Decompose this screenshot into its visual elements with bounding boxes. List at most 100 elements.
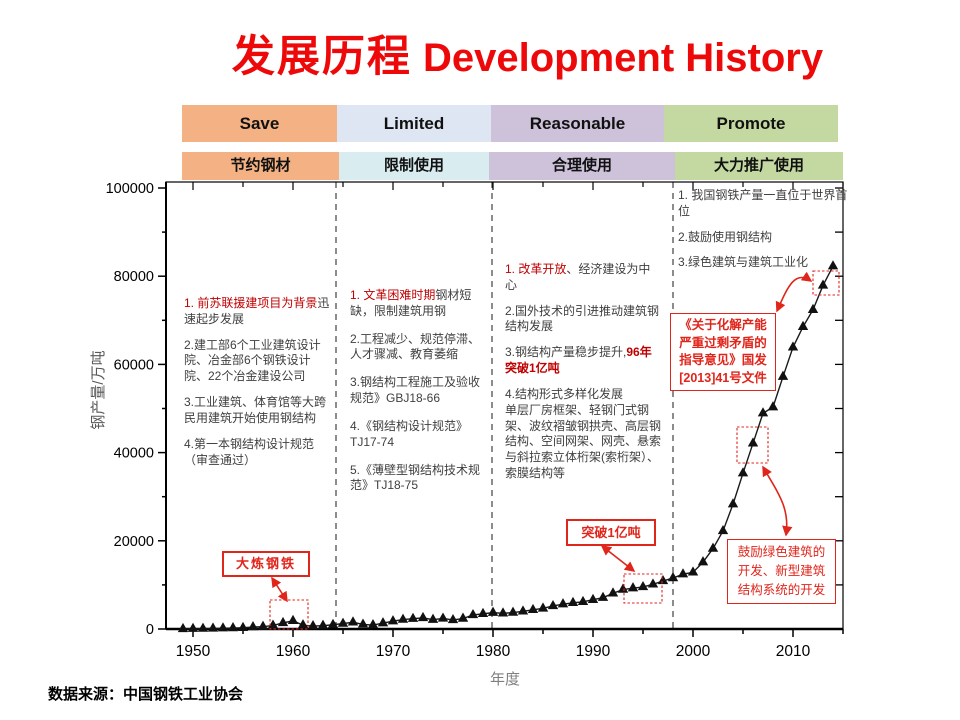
phase-reasonable-zh: 合理使用: [489, 152, 675, 180]
data-point-triangle: [227, 622, 239, 632]
period-annotation-item: 2.建工部6个工业建筑设计院、冶金部6个钢铁设计院、22个冶金建设公司: [184, 337, 321, 384]
data-point-triangle: [427, 613, 439, 623]
data-point-triangle: [277, 616, 289, 627]
data-point-triangle: [587, 593, 599, 603]
period-annotation-item: 5.《薄壁型钢结构技术规范》TJ18-75: [350, 462, 481, 493]
title-english: Development History: [411, 36, 824, 80]
period-annotation-item: 4.第一本钢结构设计规范（审查通过）: [184, 436, 315, 467]
data-point-triangle: [517, 605, 529, 615]
period-annotation-item: 3.绿色建筑与建筑工业化: [678, 255, 809, 270]
data-point-triangle: [607, 587, 619, 597]
data-point-triangle: [717, 524, 729, 535]
x-tick-label: 1990: [576, 643, 611, 660]
data-point-triangle: [727, 498, 739, 508]
data-point-triangle: [367, 619, 379, 629]
x-tick-label: 1980: [476, 643, 511, 660]
data-point-triangle: [657, 574, 669, 585]
data-point-triangle: [447, 613, 459, 624]
data-point-triangle: [417, 611, 429, 622]
data-point-triangle: [617, 583, 629, 593]
data-point-triangle: [287, 614, 299, 624]
data-point-triangle: [317, 619, 329, 629]
data-point-triangle: [677, 568, 689, 578]
period-annotation-item: 2.鼓励使用钢结构: [678, 229, 773, 244]
data-point-triangle: [737, 467, 749, 477]
period-annotation-item: 3.钢结构产量稳步提升,96年突破1亿吨: [505, 345, 652, 376]
annotations-promote-period: 1. 我国钢铁产量一直位于世界首位 2.鼓励使用钢结构 3.绿色建筑与建筑工业化: [678, 188, 850, 281]
period-annotation-item: 1. 前苏联援建项目为背景迅速起步发展: [184, 296, 330, 326]
highlight-box-2006-green-building: [736, 426, 769, 464]
data-point-triangle: [827, 260, 839, 270]
data-point-triangle: [597, 591, 609, 601]
y-tick-label: 40000: [114, 446, 154, 462]
data-point-triangle: [777, 370, 789, 380]
data-point-triangle: [457, 612, 469, 622]
data-point-triangle: [757, 407, 769, 417]
data-point-triangle: [187, 622, 199, 632]
period-annotation-item: 3.钢结构工程施工及验收规范》GBJ18-66: [350, 375, 481, 406]
data-point-triangle: [667, 572, 679, 582]
data-point-triangle: [647, 578, 659, 588]
data-point-triangle: [377, 617, 389, 627]
data-point-triangle: [507, 606, 519, 616]
data-point-triangle: [347, 616, 359, 626]
data-point-triangle: [497, 607, 509, 617]
data-point-triangle: [577, 595, 589, 606]
data-point-triangle: [357, 618, 369, 628]
period-annotation-item: 2.工程减少、规范停滞、人才骤减、教育萎缩: [350, 331, 481, 362]
data-point-triangle: [707, 542, 719, 552]
data-point-triangle: [637, 580, 649, 591]
phase-promote-zh: 大力推广使用: [675, 152, 843, 180]
phase-limited-zh: 限制使用: [339, 152, 489, 180]
x-tick-label: 2000: [676, 643, 711, 660]
period-annotation-item: 4.《钢结构设计规范》TJ17-74: [350, 418, 469, 449]
highlight-box-1958-steelmaking: [269, 599, 309, 630]
arrow-steelmaking: [271, 576, 288, 603]
annotations-limited-period: 1. 文革困难时期钢材短缺，限制建筑用钢 2.工程减少、规范停滞、人才骤减、教育萎…: [350, 288, 482, 506]
y-tick-label: 60000: [114, 357, 154, 373]
data-point-triangle: [267, 619, 279, 629]
callout-great-steelmaking: 大炼钢铁: [222, 551, 310, 577]
phase-save: Save: [182, 105, 337, 142]
data-point-triangle: [407, 612, 419, 622]
data-point-triangle: [767, 401, 779, 411]
phase-reasonable: Reasonable: [491, 105, 664, 142]
data-point-triangle: [337, 617, 349, 627]
highlight-box-2013-document: [812, 270, 840, 296]
period-annotation-item: 1. 文革困难时期钢材短缺，限制建筑用钢: [350, 288, 472, 318]
data-point-triangle: [697, 556, 709, 566]
data-point-triangle: [197, 622, 209, 632]
data-point-triangle: [327, 618, 339, 628]
data-point-triangle: [567, 596, 579, 606]
x-tick-label: 1960: [276, 643, 311, 660]
data-point-triangle: [537, 602, 549, 612]
data-point-triangle: [387, 615, 399, 625]
x-tick-label: 1970: [376, 643, 411, 660]
period-annotation-item: 1. 改革开放、经济建设为中心: [505, 262, 651, 292]
callout-state-council-document: 《关于化解产能 严重过剩矛盾的 指导意见》国发 [2013]41号文件: [670, 313, 776, 391]
period-annotation-item: 1. 我国钢铁产量一直位于世界首位: [678, 188, 848, 218]
data-point-triangle: [547, 599, 559, 610]
data-source-note: 数据来源：中国钢铁工业协会: [48, 686, 244, 703]
data-point-triangle: [477, 607, 489, 617]
y-tick-label: 80000: [114, 269, 154, 285]
data-point-triangle: [817, 279, 829, 289]
data-point-triangle: [557, 598, 569, 608]
data-point-triangle: [237, 621, 249, 631]
data-point-triangle: [627, 582, 639, 592]
y-axis-title: 钢产量/万吨: [90, 350, 107, 430]
data-point-triangle: [207, 622, 219, 632]
data-point-triangle: [177, 622, 189, 633]
data-point-triangle: [807, 303, 819, 313]
phase-promote: Promote: [664, 105, 838, 142]
callout-green-building: 鼓励绿色建筑的 开发、新型建筑 结构系统的开发: [727, 539, 836, 604]
arrow-document: [775, 271, 813, 313]
y-tick-label: 0: [146, 622, 154, 638]
data-point-triangle: [797, 320, 809, 330]
arrow-100m-tons: [600, 545, 636, 572]
data-point-triangle: [437, 612, 449, 622]
title-chinese: 发展历程: [231, 33, 412, 81]
data-point-triangle: [307, 620, 319, 630]
